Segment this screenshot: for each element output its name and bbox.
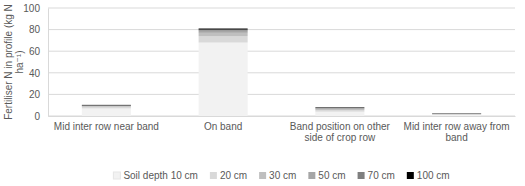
legend-swatch bbox=[358, 172, 365, 179]
bar-segment bbox=[315, 110, 364, 112]
bar-segment bbox=[315, 107, 364, 109]
bar-segment bbox=[432, 114, 481, 116]
grid-line bbox=[48, 51, 515, 52]
x-tick: On band bbox=[204, 116, 242, 132]
text-line: Band position on other bbox=[290, 121, 391, 132]
bar-segment bbox=[82, 106, 131, 108]
bar-segment bbox=[82, 108, 131, 116]
legend-label: 30 cm bbox=[269, 170, 296, 181]
legend-item: 30 cm bbox=[259, 170, 296, 181]
x-tick-label: Band position on otherside of crop row bbox=[290, 121, 391, 143]
bar-segment bbox=[432, 113, 481, 114]
bar-segment bbox=[432, 115, 481, 116]
legend-item: Soil depth 10 cm bbox=[113, 170, 198, 181]
y-tick: 80 bbox=[29, 24, 48, 35]
x-tick-label: Mid inter row near band bbox=[54, 121, 159, 132]
text-line: On band bbox=[204, 121, 242, 132]
bar-segment bbox=[82, 107, 131, 109]
y-tick: 60 bbox=[29, 46, 48, 57]
x-tick: Mid inter row near band bbox=[54, 116, 159, 132]
bar-segment bbox=[315, 108, 364, 110]
y-tick: 40 bbox=[29, 68, 48, 79]
bar-segment bbox=[432, 113, 481, 114]
bar-segment bbox=[199, 36, 248, 42]
series bbox=[82, 43, 481, 116]
bars bbox=[82, 29, 481, 116]
y-tick: 0 bbox=[34, 111, 48, 122]
y-axis: 0 20 40 60 80 100 bbox=[23, 3, 48, 122]
y-tick-label: 40 bbox=[29, 68, 41, 79]
bar-segment bbox=[82, 104, 131, 106]
legend-item: 20 cm bbox=[210, 170, 247, 181]
bar-segment bbox=[315, 112, 364, 116]
legend-item: 100 cm bbox=[407, 170, 450, 181]
legend-item: 50 cm bbox=[308, 170, 345, 181]
text-line: Mid inter row away from bbox=[404, 121, 510, 132]
bar-segment bbox=[82, 105, 131, 106]
series bbox=[82, 30, 481, 114]
x-axis-line bbox=[49, 116, 516, 117]
y-tick: 20 bbox=[29, 89, 48, 100]
text-line: ha⁻¹) bbox=[14, 50, 25, 73]
bar-segment bbox=[199, 30, 248, 31]
series bbox=[82, 36, 481, 115]
bar-segment bbox=[432, 114, 481, 115]
legend-label: 20 cm bbox=[220, 170, 247, 181]
bar-segment bbox=[432, 113, 481, 114]
x-axis: Mid inter row near band On band Band posit… bbox=[49, 116, 516, 143]
grid-line bbox=[48, 8, 515, 9]
grid-line bbox=[48, 29, 515, 30]
y-axis-title: Fertiliser N in profile (kg Nha⁻¹) bbox=[3, 4, 25, 120]
bar-segment bbox=[82, 105, 131, 107]
bar-segment bbox=[315, 109, 364, 110]
legend-item: 70 cm bbox=[358, 170, 395, 181]
text-line: side of crop row bbox=[305, 132, 376, 143]
bar-segment bbox=[199, 43, 248, 116]
legend: Soil depth 10 cm 20 cm 30 cm 50 cm 70 cm 100 … bbox=[113, 170, 449, 181]
x-tick-label: Mid inter row away fromband bbox=[404, 121, 510, 143]
bar-segment bbox=[315, 107, 364, 109]
grid-line bbox=[48, 72, 515, 73]
y-tick-label: 100 bbox=[23, 3, 40, 14]
x-tick: Band position on otherside of crop row bbox=[290, 116, 391, 143]
series bbox=[82, 29, 481, 114]
bar-segment bbox=[199, 33, 248, 36]
legend-swatch bbox=[210, 172, 217, 179]
chart: 0 20 40 60 80 100 Mid inter row near band On ba… bbox=[0, 0, 525, 186]
series bbox=[82, 33, 481, 115]
legend-label: 100 cm bbox=[417, 170, 450, 181]
legend-swatch bbox=[259, 172, 266, 179]
legend-label: Soil depth 10 cm bbox=[123, 170, 198, 181]
legend-swatch bbox=[407, 172, 414, 179]
legend-label: 70 cm bbox=[368, 170, 395, 181]
plot: 0 20 40 60 80 100 Mid inter row near band On ba… bbox=[23, 3, 515, 143]
grid-line bbox=[48, 94, 515, 95]
text-line: band bbox=[446, 132, 468, 143]
y-axis-line bbox=[48, 9, 49, 117]
y-tick: 100 bbox=[23, 3, 48, 14]
x-tick: Mid inter row away fromband bbox=[404, 116, 510, 143]
legend-swatch bbox=[113, 172, 120, 179]
bar-segment bbox=[199, 29, 248, 30]
text-line: Fertiliser N in profile (kg N bbox=[3, 4, 14, 120]
bar-segment bbox=[199, 31, 248, 33]
legend-label: 50 cm bbox=[318, 170, 345, 181]
y-tick-label: 60 bbox=[29, 46, 41, 57]
x-tick-label: On band bbox=[204, 121, 242, 132]
legend-swatch bbox=[308, 172, 315, 179]
y-tick-label: 0 bbox=[34, 111, 40, 122]
y-tick-label: 20 bbox=[29, 89, 41, 100]
grid bbox=[48, 8, 515, 116]
y-tick-label: 80 bbox=[29, 24, 41, 35]
text-line: Mid inter row near band bbox=[54, 121, 159, 132]
series bbox=[82, 31, 481, 114]
